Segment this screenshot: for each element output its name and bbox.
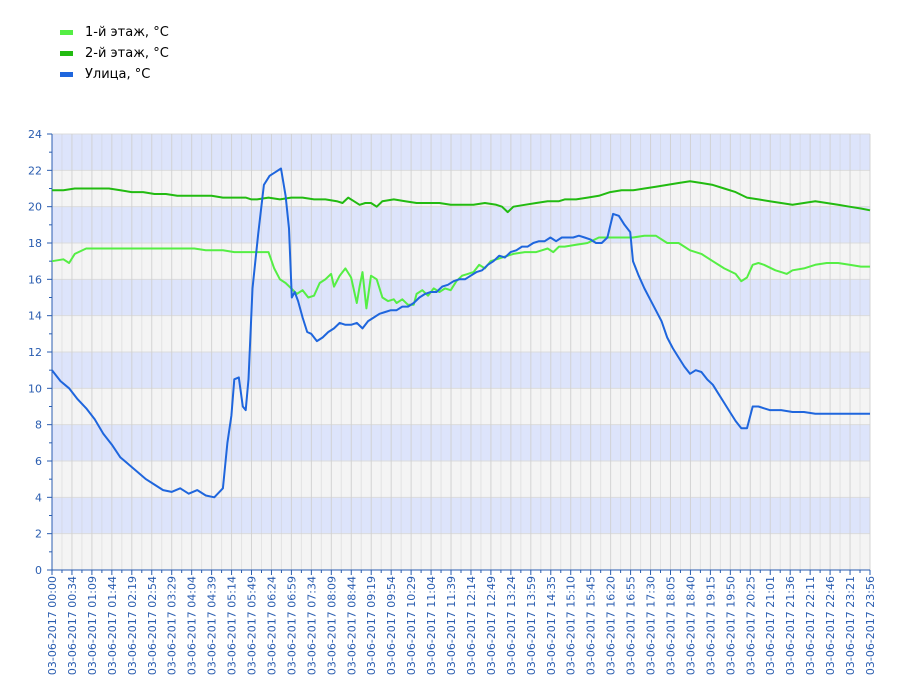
legend-item-street: Улица, °C xyxy=(60,64,169,85)
legend-label-floor2: 2-й этаж, °C xyxy=(85,46,169,61)
series-line-street xyxy=(51,167,870,499)
x-tick-label: 03-06-2017 02:54 xyxy=(146,576,159,675)
background-bands xyxy=(52,133,870,571)
x-tick-label: 03-06-2017 21:01 xyxy=(764,576,777,675)
background-band xyxy=(52,315,870,352)
legend-swatch-floor2 xyxy=(60,51,73,56)
x-tick-label: 03-06-2017 22:46 xyxy=(824,576,837,675)
background-band xyxy=(52,206,870,243)
legend-item-floor1: 1-й этаж, °C xyxy=(60,22,169,43)
y-tick-label: 8 xyxy=(35,419,42,432)
y-tick-label: 0 xyxy=(35,564,42,577)
legend-label-street: Улица, °C xyxy=(85,67,151,82)
x-tick-label: 03-06-2017 19:15 xyxy=(704,576,717,675)
x-tick-label: 03-06-2017 00:34 xyxy=(66,576,79,675)
y-tick-label: 12 xyxy=(28,346,42,359)
vertical-gridlines xyxy=(51,134,871,570)
background-band xyxy=(52,279,870,316)
x-tick-label: 03-06-2017 09:54 xyxy=(385,576,398,675)
x-tick-label: 03-06-2017 12:49 xyxy=(485,576,498,675)
x-tick-label: 03-06-2017 18:40 xyxy=(684,576,697,675)
x-tick-label: 03-06-2017 19:50 xyxy=(724,576,737,675)
legend-label-floor1: 1-й этаж, °C xyxy=(85,25,169,40)
x-tick-label: 03-06-2017 16:55 xyxy=(625,576,638,675)
x-tick-label: 03-06-2017 17:30 xyxy=(645,576,658,675)
x-tick-label: 03-06-2017 23:21 xyxy=(844,576,857,675)
series-lines xyxy=(51,167,871,499)
background-band xyxy=(52,497,870,534)
background-band xyxy=(52,461,870,498)
x-tick-label: 03-06-2017 14:35 xyxy=(545,576,558,675)
legend-item-floor2: 2-й этаж, °C xyxy=(60,43,169,64)
y-tick-label: 24 xyxy=(28,128,42,141)
x-tick-label: 03-06-2017 04:39 xyxy=(206,576,219,675)
x-tick-label: 03-06-2017 10:29 xyxy=(405,576,418,675)
legend-swatch-street xyxy=(60,72,73,77)
y-tick-label: 14 xyxy=(28,310,42,323)
legend: 1-й этаж, °C 2-й этаж, °C Улица, °C xyxy=(60,22,169,85)
x-tick-label: 03-06-2017 01:09 xyxy=(86,576,99,675)
x-tick-label: 03-06-2017 06:24 xyxy=(265,576,278,675)
x-axis-ticks: 03-06-2017 00:00 03-06-2017 00:34 03-06-20… xyxy=(46,570,877,675)
x-tick-label: 03-06-2017 15:10 xyxy=(565,576,578,675)
x-tick-label: 03-06-2017 01:44 xyxy=(106,576,119,675)
x-tick-label: 03-06-2017 07:34 xyxy=(305,576,318,675)
x-tick-label: 03-06-2017 16:20 xyxy=(605,576,618,675)
x-tick-label: 03-06-2017 09:19 xyxy=(365,576,378,675)
background-band xyxy=(52,352,870,389)
series-line-floor2 xyxy=(52,180,871,214)
x-tick-label: 03-06-2017 13:24 xyxy=(505,576,518,675)
x-tick-label: 03-06-2017 23:56 xyxy=(864,576,877,675)
series-line-floor1 xyxy=(51,234,870,310)
x-tick-label: 03-06-2017 22:11 xyxy=(804,576,817,675)
x-tick-label: 03-06-2017 15:45 xyxy=(585,576,598,675)
y-tick-label: 6 xyxy=(35,455,42,468)
x-tick-label: 03-06-2017 12:14 xyxy=(465,576,478,675)
x-tick-label: 03-06-2017 05:14 xyxy=(226,576,239,675)
background-band xyxy=(52,424,870,461)
x-tick-label: 03-06-2017 04:04 xyxy=(186,576,199,675)
y-tick-label: 18 xyxy=(28,237,42,250)
x-tick-label: 03-06-2017 00:00 xyxy=(46,576,59,675)
y-tick-label: 16 xyxy=(28,273,42,286)
background-band xyxy=(52,170,870,207)
x-tick-label: 03-06-2017 05:49 xyxy=(246,576,259,675)
background-band xyxy=(52,134,870,171)
x-tick-label: 03-06-2017 08:09 xyxy=(325,576,338,675)
x-tick-label: 03-06-2017 18:05 xyxy=(664,576,677,675)
y-tick-label: 22 xyxy=(28,164,42,177)
x-tick-label: 03-06-2017 08:44 xyxy=(345,576,358,675)
background-band xyxy=(52,533,870,570)
x-tick-label: 03-06-2017 06:59 xyxy=(285,576,298,675)
x-tick-label: 03-06-2017 13:59 xyxy=(525,576,538,675)
legend-swatch-floor1 xyxy=(60,30,73,35)
y-tick-label: 2 xyxy=(35,528,42,541)
x-tick-label: 03-06-2017 21:36 xyxy=(784,576,797,675)
x-tick-label: 03-06-2017 20:25 xyxy=(744,576,757,675)
x-tick-label: 03-06-2017 02:19 xyxy=(126,576,139,675)
x-tick-label: 03-06-2017 03:29 xyxy=(166,576,179,675)
y-tick-label: 10 xyxy=(28,382,42,395)
x-tick-label: 03-06-2017 11:39 xyxy=(445,576,458,675)
x-tick-label: 03-06-2017 11:04 xyxy=(425,576,438,675)
y-tick-label: 4 xyxy=(35,491,42,504)
y-tick-label: 20 xyxy=(28,201,42,214)
